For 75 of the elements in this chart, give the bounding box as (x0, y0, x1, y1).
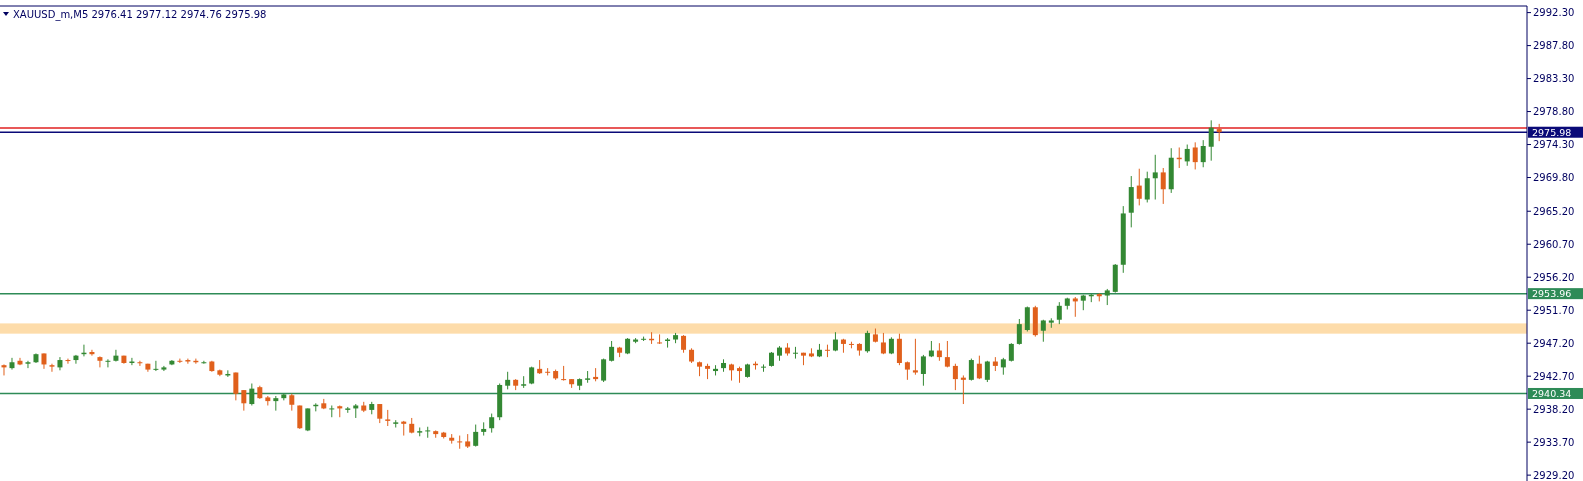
candlestick (968, 358, 974, 382)
y-tick-label: 2983.30 (1533, 73, 1575, 85)
candlestick (185, 358, 191, 365)
candlestick (297, 405, 303, 430)
ref-line-label: 2953.96 (1532, 287, 1572, 299)
y-tick-label: 2987.80 (1533, 40, 1575, 52)
candlestick (912, 338, 918, 376)
candlestick (864, 330, 870, 354)
y-tick-label: 2942.70 (1533, 370, 1575, 382)
y-tick-label: 2974.30 (1533, 139, 1575, 151)
candlestick (241, 389, 247, 412)
candlestick (201, 360, 207, 365)
candlestick (1056, 301, 1062, 325)
candlestick (761, 363, 766, 373)
candlestick (25, 360, 31, 369)
chart-title: XAUUSD_m,M5 2976.41 2977.12 2974.76 2975.98 (13, 8, 267, 21)
y-tick-label: 2938.20 (1533, 403, 1575, 415)
candlestick (233, 372, 239, 401)
candlestick (457, 435, 463, 450)
candlestick (105, 358, 111, 368)
candlestick (1152, 154, 1158, 201)
candlestick (960, 374, 966, 405)
candlestick (89, 349, 95, 357)
candlestick (65, 358, 71, 365)
candlestick (944, 340, 950, 368)
y-tick-label: 2960.70 (1533, 238, 1575, 250)
y-tick-label: 2956.20 (1533, 271, 1575, 283)
candlestick (1136, 168, 1142, 206)
candlestick (1160, 167, 1166, 205)
candlestick (561, 365, 567, 382)
candlestick (249, 383, 255, 406)
y-tick-label: 2965.20 (1533, 205, 1575, 217)
ref-line-label: 2940.34 (1532, 387, 1572, 399)
candlestick (1016, 318, 1022, 346)
candlestick (49, 363, 55, 373)
y-tick-label: 2951.70 (1533, 304, 1575, 316)
candlestick (1008, 342, 1014, 363)
y-tick-label: 2978.80 (1533, 106, 1575, 118)
candlestick (952, 363, 958, 391)
candlestick (920, 354, 926, 387)
candlestick (473, 424, 479, 448)
candlestick (425, 426, 431, 439)
y-tick-label: 2929.20 (1533, 469, 1575, 481)
candlestick (57, 356, 63, 371)
candlestick (984, 360, 990, 383)
candlestick (880, 332, 886, 355)
candlestick (137, 360, 143, 367)
candlestick (976, 355, 982, 380)
candlestick (329, 405, 335, 418)
candlestick (1024, 306, 1030, 332)
candlestick (177, 358, 183, 364)
candlestick (1184, 144, 1190, 167)
candlestick (113, 349, 119, 363)
candlestick (97, 355, 103, 368)
y-tick-label: 2992.30 (1533, 7, 1575, 19)
candlestick (1144, 171, 1150, 203)
candlestick (1192, 141, 1198, 170)
y-tick-label: 2969.80 (1533, 172, 1575, 184)
candlestick (1, 363, 7, 376)
candlestick (153, 360, 159, 372)
ref-line-label: 2975.98 (1532, 126, 1572, 138)
candlestick (657, 333, 663, 345)
candlestick (9, 357, 15, 371)
candlestick (1072, 296, 1078, 318)
candlestick (73, 354, 79, 365)
candlestick (609, 340, 615, 363)
candlestick (824, 344, 830, 358)
candlestick (305, 407, 311, 432)
candlestick (792, 346, 798, 360)
y-tick-label: 2933.70 (1533, 436, 1575, 448)
candlestick (1208, 119, 1214, 162)
y-tick-label: 2947.20 (1533, 337, 1575, 349)
candlestick (377, 403, 383, 424)
candlestick (489, 413, 495, 434)
candlestick (1200, 139, 1206, 168)
